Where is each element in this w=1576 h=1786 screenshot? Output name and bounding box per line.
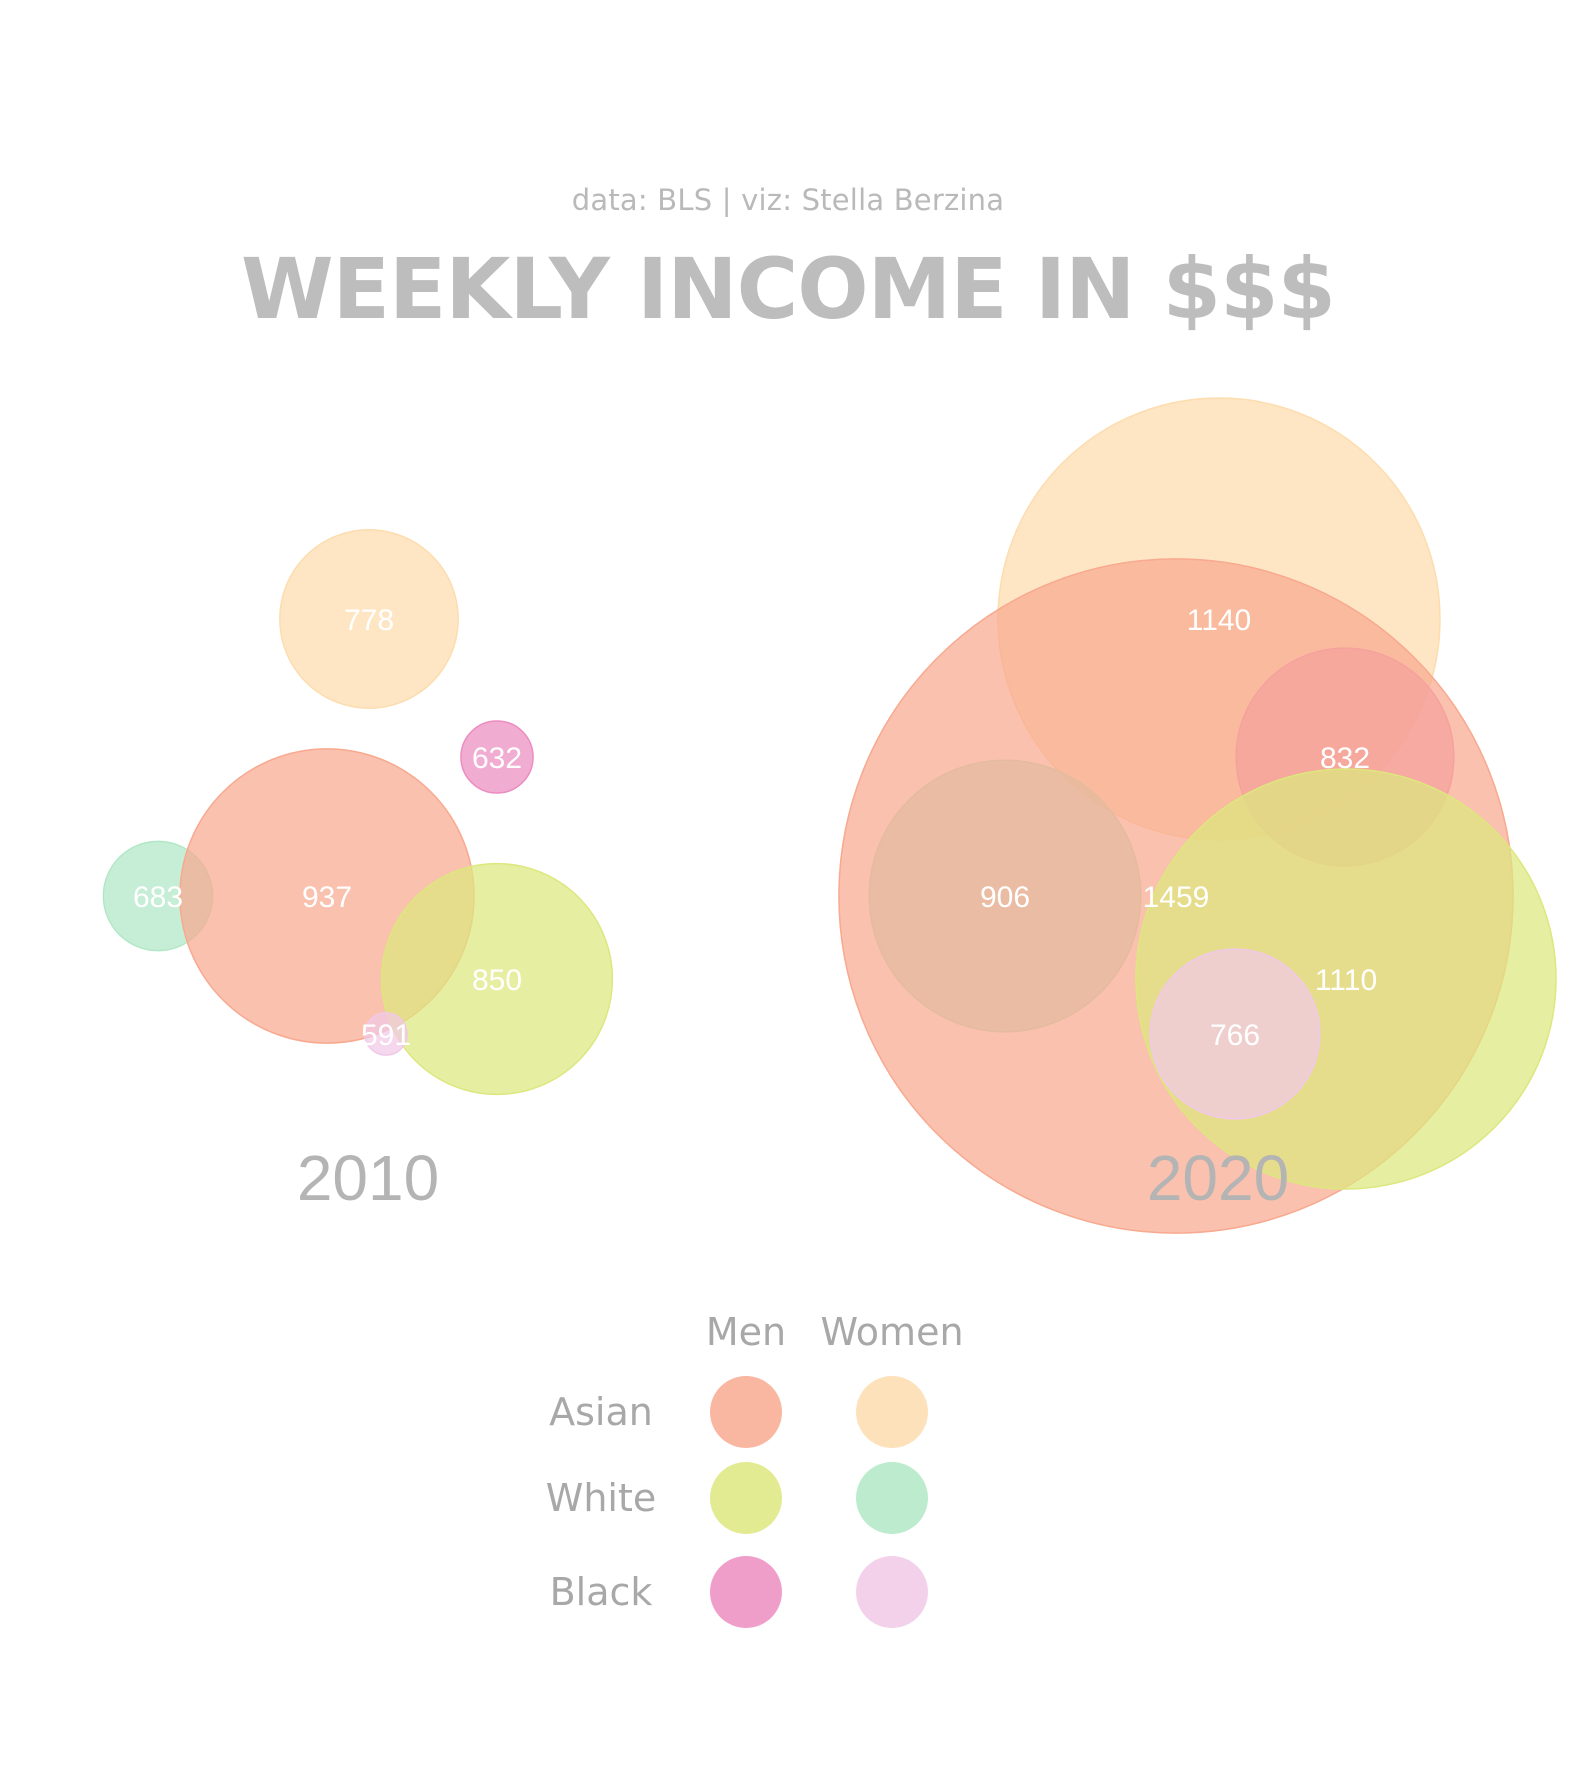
bubble-2020-black-women (1149, 948, 1321, 1120)
legend-column-men: Men (706, 1310, 786, 1354)
credit-line: data: BLS | viz: Stella Berzina (571, 183, 1005, 217)
bubble-2010-asian-women (279, 529, 459, 709)
bubble-label-2010-asian-women: 778 (344, 604, 394, 637)
bubble-label-2020-white-women: 906 (980, 881, 1030, 914)
legend-swatch-black-women (856, 1556, 928, 1628)
legend-column-women: Women (820, 1310, 963, 1354)
bubble-2010-black-women (364, 1012, 408, 1056)
legend-swatch-asian-women (856, 1376, 928, 1448)
legend: Men Women Asian White Black (546, 1310, 964, 1628)
bubble-label-2020-asian-men: 1459 (1143, 881, 1210, 914)
legend-row-white: White (546, 1476, 657, 1520)
bubble-2010-black-men (460, 720, 534, 794)
bubble-label-2020-white-men: 1110 (1315, 964, 1377, 997)
year-label-2010: 2010 (297, 1142, 439, 1214)
bubble-label-2020-black-men: 832 (1320, 742, 1370, 775)
legend-swatch-asian-men (710, 1376, 782, 1448)
legend-swatch-white-women (856, 1462, 928, 1534)
legend-row-asian: Asian (549, 1390, 653, 1434)
legend-row-black: Black (550, 1570, 653, 1614)
bubble-panels: 778 632 683 937 850 591 2010 1140 832 906 1459 1110… (102, 397, 1557, 1234)
bubble-label-2010-black-men: 632 (472, 742, 522, 775)
bubble-label-2010-black-women: 591 (361, 1019, 411, 1052)
bubble-label-2010-asian-men: 937 (302, 881, 352, 914)
bubble-label-2010-white-women: 683 (133, 881, 183, 914)
legend-swatch-black-men (710, 1556, 782, 1628)
legend-swatch-white-men (710, 1462, 782, 1534)
chart-title: WEEKLY INCOME IN $$$ (241, 240, 1336, 338)
panel-2020: 1140 832 906 1459 1110 766 2020 (838, 397, 1557, 1234)
bubble-label-2020-black-women: 766 (1210, 1019, 1260, 1052)
bubble-label-2010-white-men: 850 (472, 964, 522, 997)
panel-2010: 778 632 683 937 850 591 2010 (102, 529, 614, 1214)
year-label-2020: 2020 (1147, 1142, 1289, 1214)
bubble-2010-white-men (380, 862, 614, 1096)
bubble-label-2020-asian-women: 1140 (1187, 604, 1252, 637)
